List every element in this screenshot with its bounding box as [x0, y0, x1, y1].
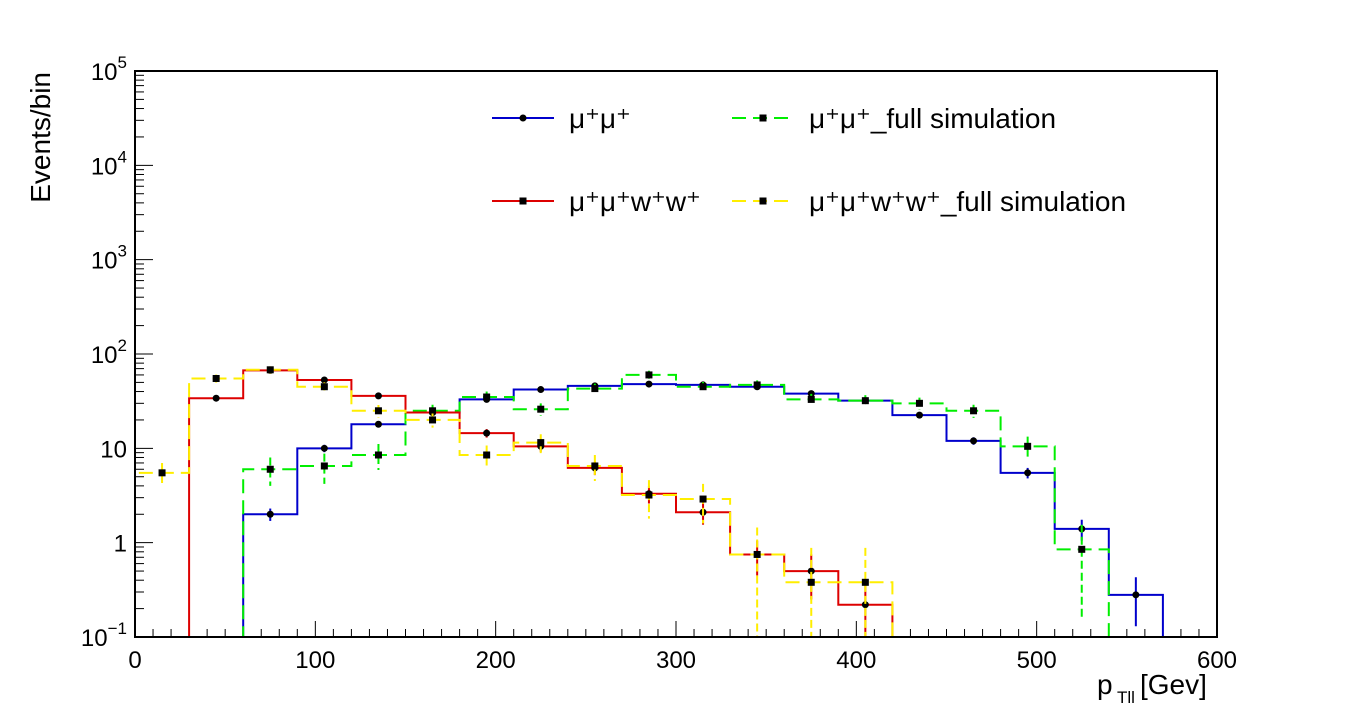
y-tick-base: 10 [91, 342, 118, 369]
data-point-marker [537, 439, 545, 447]
x-axis-label: p Tll [Gev] [1097, 669, 1207, 707]
data-point-marker [915, 399, 923, 407]
data-point-marker [429, 408, 437, 416]
legend-marker [519, 114, 527, 122]
data-point-marker [807, 567, 815, 575]
data-point-marker [753, 550, 761, 558]
plot-frame [134, 70, 1218, 638]
svg-text:p: p [1097, 669, 1113, 700]
data-point-marker [483, 429, 491, 437]
data-point-marker [266, 366, 274, 374]
data-point-marker [320, 376, 328, 384]
data-point-marker [970, 407, 978, 415]
data-point-marker [807, 390, 815, 398]
data-point-marker [861, 397, 869, 405]
data-point-marker [861, 601, 869, 609]
data-point-marker [645, 371, 653, 379]
data-point-marker [158, 469, 166, 477]
data-point-marker [537, 386, 545, 394]
y-tick-exponent: 4 [118, 147, 127, 166]
x-axis-label-main: p [1097, 669, 1113, 700]
data-point-marker [645, 491, 653, 499]
y-tick-exponent: 3 [118, 242, 127, 261]
legend: μ⁺μ⁺ μ⁺μ⁺_full simulation μ⁺μ⁺w⁺w⁺ μ⁺μ⁺w⁺w⁺… [492, 103, 1126, 217]
series-step-line [135, 373, 1217, 638]
legend-entry: μ⁺μ⁺ [492, 103, 631, 134]
data-point-marker [374, 392, 382, 400]
data-series [134, 366, 1217, 638]
y-tick-label: 102 [91, 336, 127, 369]
x-tick-label: 0 [128, 647, 141, 674]
y-tick-base: 1 [114, 531, 127, 558]
data-point-marker [645, 380, 653, 388]
data-point-marker [212, 394, 220, 402]
series-step-line [135, 383, 1217, 638]
data-point-marker [320, 462, 328, 470]
data-point-marker [320, 383, 328, 391]
y-tick-label: 10−1 [81, 619, 127, 652]
legend-label: μ⁺μ⁺ [569, 103, 631, 134]
data-point-marker [429, 416, 437, 424]
data-point-marker [1078, 545, 1086, 553]
data-point-marker [970, 437, 978, 445]
y-tick-label: 1 [114, 531, 127, 558]
y-tick-label: 10 [100, 436, 127, 463]
y-tick-label: 103 [91, 242, 127, 275]
x-tick-label: 100 [295, 647, 335, 674]
data-point-marker [537, 405, 545, 413]
y-tick-base: 10 [91, 59, 118, 86]
data-point-marker [699, 495, 707, 503]
legend-marker [759, 197, 767, 205]
data-point-marker [320, 444, 328, 452]
y-tick-exponent: 5 [118, 53, 127, 72]
data-point-marker [591, 462, 599, 470]
y-tick-base: 10 [91, 153, 118, 180]
data-point-marker [915, 411, 923, 419]
x-axis-label-sub: Tll [1117, 688, 1135, 707]
data-point-marker [212, 374, 220, 382]
legend-label: μ⁺μ⁺w⁺w⁺_full simulation [809, 186, 1126, 217]
x-tick-label: 200 [476, 647, 516, 674]
data-point-marker [1024, 469, 1032, 477]
data-point-marker [861, 578, 869, 586]
y-tick-base: 10 [100, 436, 127, 463]
data-point-marker [807, 395, 815, 403]
y-tick-exponent: −1 [108, 619, 127, 638]
y-tick-label: 105 [91, 53, 127, 86]
data-point-marker [753, 381, 761, 389]
x-axis-label-unit: [Gev] [1140, 669, 1207, 700]
legend-entry: μ⁺μ⁺w⁺w⁺_full simulation [732, 186, 1126, 217]
data-point-marker [807, 578, 815, 586]
data-point-marker [266, 465, 274, 473]
legend-label: μ⁺μ⁺_full simulation [809, 103, 1056, 134]
data-point-marker [1024, 442, 1032, 450]
series-1 [135, 370, 1217, 638]
legend-entry: μ⁺μ⁺w⁺w⁺ [492, 186, 701, 217]
legend-label: μ⁺μ⁺w⁺w⁺ [569, 186, 701, 217]
data-point-marker [699, 383, 707, 391]
y-tick-base: 10 [81, 625, 108, 652]
legend-marker [519, 197, 527, 205]
data-point-marker [266, 510, 274, 518]
y-axis-label: Events/bin [25, 72, 56, 203]
data-point-marker [483, 393, 491, 401]
x-tick-label: 400 [836, 647, 876, 674]
data-point-marker [483, 451, 491, 459]
y-tick-base: 10 [91, 248, 118, 275]
x-tick-label: 600 [1197, 647, 1237, 674]
x-tick-label: 500 [1017, 647, 1057, 674]
data-point-marker [374, 420, 382, 428]
data-point-marker [374, 451, 382, 459]
legend-entry: μ⁺μ⁺_full simulation [732, 103, 1056, 134]
y-tick-exponent: 2 [118, 336, 127, 355]
legend-marker [759, 114, 767, 122]
x-tick-label: 300 [656, 647, 696, 674]
data-point-marker [374, 407, 382, 415]
data-point-marker [591, 385, 599, 393]
y-tick-label: 104 [91, 147, 127, 180]
data-point-marker [1132, 591, 1140, 599]
